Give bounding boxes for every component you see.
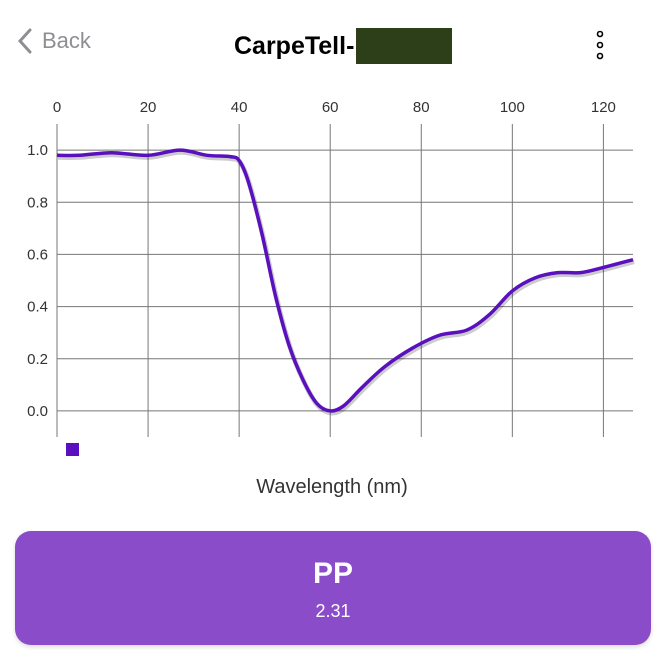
x-tick-label: 40 [231, 99, 248, 116]
redacted-block [356, 28, 453, 64]
y-tick-label: 1.0 [27, 142, 48, 159]
back-button[interactable]: Back [18, 28, 91, 54]
x-tick-label: 60 [322, 99, 339, 116]
series-line-shadow [57, 149, 635, 416]
y-tick-label: 0.4 [27, 299, 48, 316]
more-options-icon[interactable] [592, 30, 608, 60]
x-tick-label: 100 [500, 99, 525, 116]
pp-result-button[interactable]: PP 2.31 [15, 531, 651, 645]
y-tick-label: 0.6 [27, 246, 48, 263]
x-tick-label: 80 [413, 99, 430, 116]
chevron-left-icon [18, 28, 32, 54]
series-line [56, 148, 634, 413]
pp-value: 2.31 [315, 601, 351, 621]
x-tick-label: 20 [140, 99, 157, 116]
x-tick-label: 120 [591, 99, 616, 116]
back-label: Back [42, 28, 91, 53]
page-title: CarpeTell- [234, 28, 453, 64]
y-tick-label: 0.8 [27, 194, 48, 211]
x-axis-label: Wavelength (nm) [256, 476, 408, 498]
title-text: CarpeTell- [234, 31, 355, 60]
spectrum-chart: 0 20 40 60 80 100 120 0.0 0.2 0.4 0.6 0.8 1.0 [27, 99, 635, 456]
x-tick-label: 0 [53, 99, 61, 116]
pp-label: PP [312, 557, 354, 590]
y-tick-label: 0.0 [27, 403, 48, 420]
y-tick-label: 0.2 [27, 351, 48, 368]
legend-swatch [66, 443, 79, 456]
nav-header: Back CarpeTell- [0, 0, 664, 90]
